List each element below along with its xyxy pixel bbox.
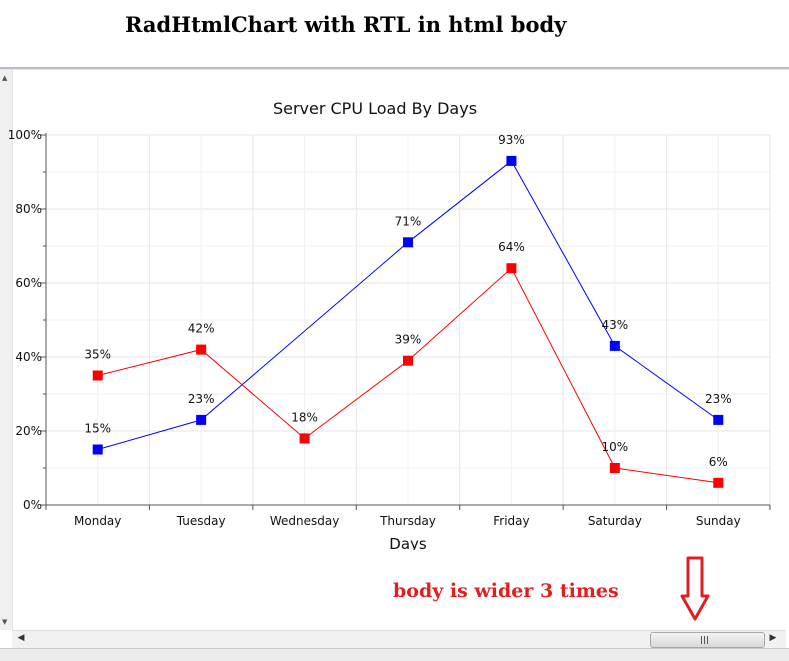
data-point bbox=[92, 370, 103, 381]
data-label: 23% bbox=[705, 392, 732, 406]
data-label: 18% bbox=[291, 410, 318, 424]
data-label: 42% bbox=[188, 322, 215, 336]
data-label: 64% bbox=[498, 240, 525, 254]
data-point bbox=[609, 340, 620, 351]
data-label: 93% bbox=[498, 133, 525, 147]
x-tick-label: Thursday bbox=[379, 514, 436, 528]
scrollbar-thumb[interactable] bbox=[650, 632, 765, 648]
data-point bbox=[506, 263, 517, 274]
chart-grid bbox=[45, 134, 771, 506]
header-divider bbox=[0, 67, 789, 70]
x-tick-label: Friday bbox=[493, 514, 529, 528]
x-tick-label: Saturday bbox=[588, 514, 642, 528]
data-point bbox=[713, 414, 724, 425]
status-bar bbox=[0, 648, 789, 661]
data-point bbox=[196, 344, 207, 355]
series-1: 15% 23% 71% 93% 43% 23% bbox=[84, 133, 732, 455]
scroll-right-arrow-icon[interactable]: ▶ bbox=[769, 633, 777, 643]
vertical-scrollbar[interactable]: ▲ ▼ bbox=[0, 70, 13, 630]
x-axis-ticks: Monday Tuesday Wednesday Thursday Friday Satu… bbox=[74, 514, 741, 528]
chart-axes bbox=[40, 133, 771, 510]
data-point bbox=[609, 463, 620, 473]
data-label: 15% bbox=[84, 422, 111, 436]
series-2: 35% 42% 18% 39% 64% 10% 6% bbox=[84, 240, 728, 488]
chart-series: 15% 23% 71% 93% 43% 23% 35% 42% 18% 39% 64% 10% 6% bbox=[84, 133, 732, 488]
series-line bbox=[97, 160, 719, 450]
horizontal-scrollbar[interactable]: ◀ ▶ bbox=[12, 630, 786, 649]
down-arrow-icon bbox=[680, 556, 710, 621]
x-tick-label: Sunday bbox=[696, 514, 741, 528]
data-label: 39% bbox=[395, 333, 422, 347]
scroll-left-arrow-icon[interactable]: ◀ bbox=[17, 633, 25, 643]
scroll-down-arrow-icon[interactable]: ▼ bbox=[2, 618, 8, 626]
data-point bbox=[506, 155, 517, 166]
data-label: 71% bbox=[395, 214, 422, 228]
x-tick-label: Tuesday bbox=[176, 514, 226, 528]
y-tick-label: 60% bbox=[15, 276, 42, 290]
x-tick-label: Monday bbox=[74, 514, 121, 528]
data-label: 43% bbox=[602, 318, 629, 332]
data-point bbox=[92, 444, 103, 455]
grip-icon bbox=[701, 636, 710, 644]
scroll-up-arrow-icon[interactable]: ▲ bbox=[2, 74, 8, 82]
data-point bbox=[299, 433, 310, 444]
data-point bbox=[713, 477, 724, 488]
y-tick-label: 100% bbox=[8, 128, 42, 142]
data-label: 35% bbox=[84, 348, 111, 362]
y-tick-label: 0% bbox=[23, 498, 42, 512]
data-point bbox=[403, 237, 413, 248]
data-label: 10% bbox=[602, 440, 629, 454]
data-label: 6% bbox=[709, 455, 728, 469]
x-axis-title: Days bbox=[389, 535, 427, 550]
y-tick-label: 80% bbox=[15, 202, 42, 216]
y-tick-label: 40% bbox=[15, 350, 42, 364]
data-label: 23% bbox=[188, 392, 215, 406]
y-axis-ticks: 0% 20% 40% 60% 80% 100% bbox=[8, 128, 42, 512]
cpu-load-chart: Server CPU Load By Days 0% 20% 40% 60% 80% 10… bbox=[8, 99, 771, 550]
y-tick-label: 20% bbox=[15, 424, 42, 438]
data-point bbox=[196, 414, 207, 425]
body-width-note: body is wider 3 times bbox=[393, 580, 619, 602]
page-heading: RadHtmlChart with RTL in html body bbox=[125, 12, 567, 37]
data-point bbox=[403, 355, 413, 366]
chart-title: Server CPU Load By Days bbox=[273, 99, 477, 118]
x-tick-label: Wednesday bbox=[270, 514, 339, 528]
